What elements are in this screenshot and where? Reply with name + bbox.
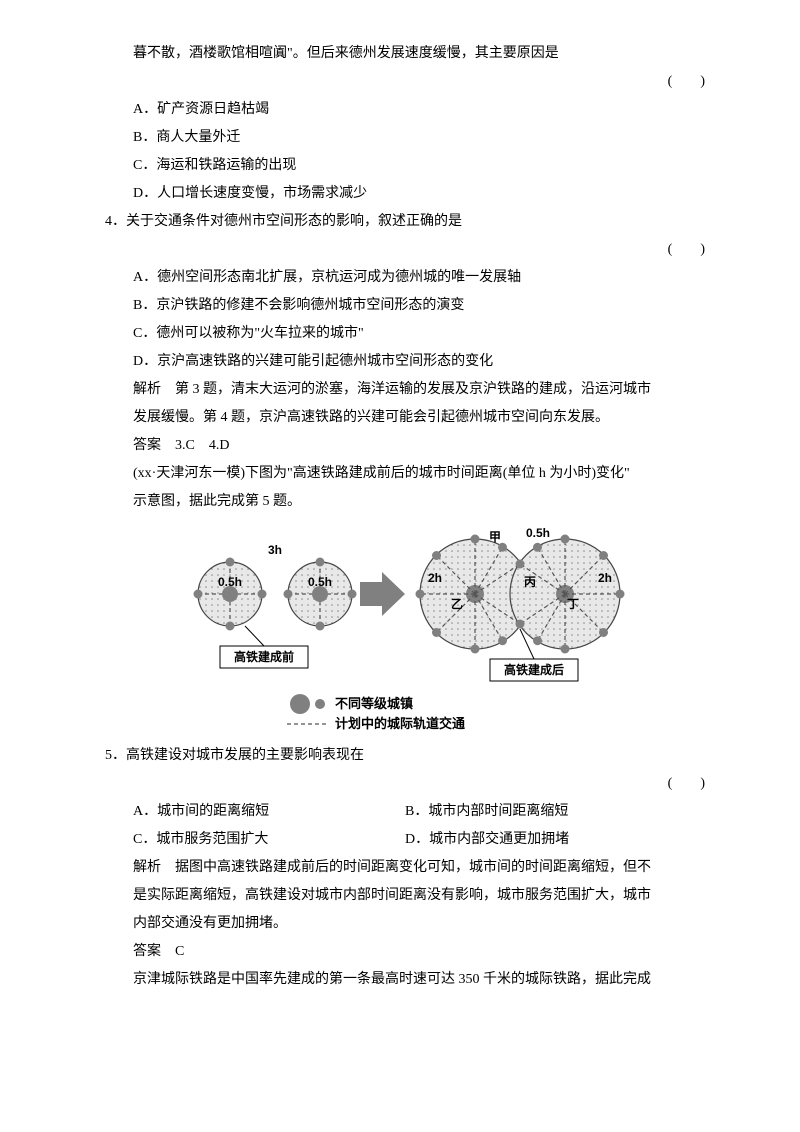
diagram-svg: 0.5h 0.5h 3h 高铁建成前 甲乙 丙丁 2h 2h 0.5h 高铁建成后 <box>185 524 625 684</box>
svg-text:丙: 丙 <box>524 575 536 589</box>
svg-text:不同等级城镇: 不同等级城镇 <box>335 696 413 711</box>
q5-choice-b: B．城市内部时间距离缩短 <box>405 798 705 826</box>
q5-row-cd: C．城市服务范围扩大 D．城市内部交通更加拥堵 <box>105 826 705 854</box>
q4-explanation-1: 解析 第 3 题，清末大运河的淤塞，海洋运输的发展及京沪铁路的建成，沿运河城市 <box>105 376 705 404</box>
legend-svg: 不同等级城镇计划中的城际轨道交通 <box>275 692 535 734</box>
svg-text:0.5h: 0.5h <box>218 575 242 589</box>
q5-choice-d: D．城市内部交通更加拥堵 <box>405 826 705 854</box>
q4-explanation-2: 发展缓慢。第 4 题，京沪高速铁路的兴建可能会引起德州城市空间向东发展。 <box>105 404 705 432</box>
q4-choice-d: D．京沪高速铁路的兴建可能引起德州城市空间形态的变化 <box>105 348 705 376</box>
q4-choice-b: B．京沪铁路的修建不会影响德州城市空间形态的演变 <box>105 292 705 320</box>
q5-intro-2: 示意图，据此完成第 5 题。 <box>105 488 705 516</box>
paren-blank: ( ) <box>668 776 705 791</box>
q3-choice-a: A．矿产资源日趋枯竭 <box>105 96 705 124</box>
answer-blank: ( ) <box>105 770 705 798</box>
svg-text:3h: 3h <box>268 543 282 557</box>
paren-blank: ( ) <box>668 74 705 89</box>
q4-choice-a: A．德州空间形态南北扩展，京杭运河成为德州城的唯一发展轴 <box>105 264 705 292</box>
q3-choice-d: D．人口增长速度变慢，市场需求减少 <box>105 180 705 208</box>
q5-explanation-3: 内部交通没有更加拥堵。 <box>105 910 705 938</box>
svg-text:高铁建成前: 高铁建成前 <box>234 649 294 664</box>
q5-intro-1: (xx·天津河东一模)下图为"高速铁路建成前后的城市时间距离(单位 h 为小时)… <box>105 460 705 488</box>
answer-blank: ( ) <box>105 68 705 96</box>
q4-choice-c: C．德州可以被称为"火车拉来的城市" <box>105 320 705 348</box>
q5-choice-c: C．城市服务范围扩大 <box>105 826 405 854</box>
q5-stem: 5．高铁建设对城市发展的主要影响表现在 <box>105 742 705 770</box>
svg-text:丁: 丁 <box>567 597 579 611</box>
q3-choice-b: B．商人大量外迁 <box>105 124 705 152</box>
answer-blank: ( ) <box>105 236 705 264</box>
svg-text:甲: 甲 <box>489 530 501 544</box>
q4-stem: 4．关于交通条件对德州市空间形态的影响，叙述正确的是 <box>105 208 705 236</box>
paren-blank: ( ) <box>668 242 705 257</box>
svg-text:2h: 2h <box>428 571 442 585</box>
q4-answer: 答案 3.C 4.D <box>105 432 705 460</box>
svg-text:乙: 乙 <box>451 597 463 611</box>
q5-row-ab: A．城市间的距离缩短 B．城市内部时间距离缩短 <box>105 798 705 826</box>
diagram-high-speed-rail: 0.5h 0.5h 3h 高铁建成前 甲乙 丙丁 2h 2h 0.5h 高铁建成后 <box>105 524 705 684</box>
q5-explanation-2: 是实际距离缩短，高铁建设对城市内部时间距离没有影响，城市服务范围扩大，城市 <box>105 882 705 910</box>
next-passage-intro: 京津城际铁路是中国率先建成的第一条最高时速可达 350 千米的城际铁路，据此完成 <box>105 966 705 994</box>
svg-text:2h: 2h <box>598 571 612 585</box>
continuation-text: 暮不散，酒楼歌馆相喧阗"。但后来德州发展速度缓慢，其主要原因是 <box>105 40 705 68</box>
svg-text:高铁建成后: 高铁建成后 <box>504 662 564 677</box>
svg-text:计划中的城际轨道交通: 计划中的城际轨道交通 <box>335 716 465 731</box>
diagram-legend: 不同等级城镇计划中的城际轨道交通 <box>105 692 705 734</box>
svg-text:0.5h: 0.5h <box>308 575 332 589</box>
q5-choice-a: A．城市间的距离缩短 <box>105 798 405 826</box>
svg-text:0.5h: 0.5h <box>526 526 550 540</box>
q5-explanation-1: 解析 据图中高速铁路建成前后的时间距离变化可知，城市间的时间距离缩短，但不 <box>105 854 705 882</box>
q3-choice-c: C．海运和铁路运输的出现 <box>105 152 705 180</box>
q5-answer: 答案 C <box>105 938 705 966</box>
